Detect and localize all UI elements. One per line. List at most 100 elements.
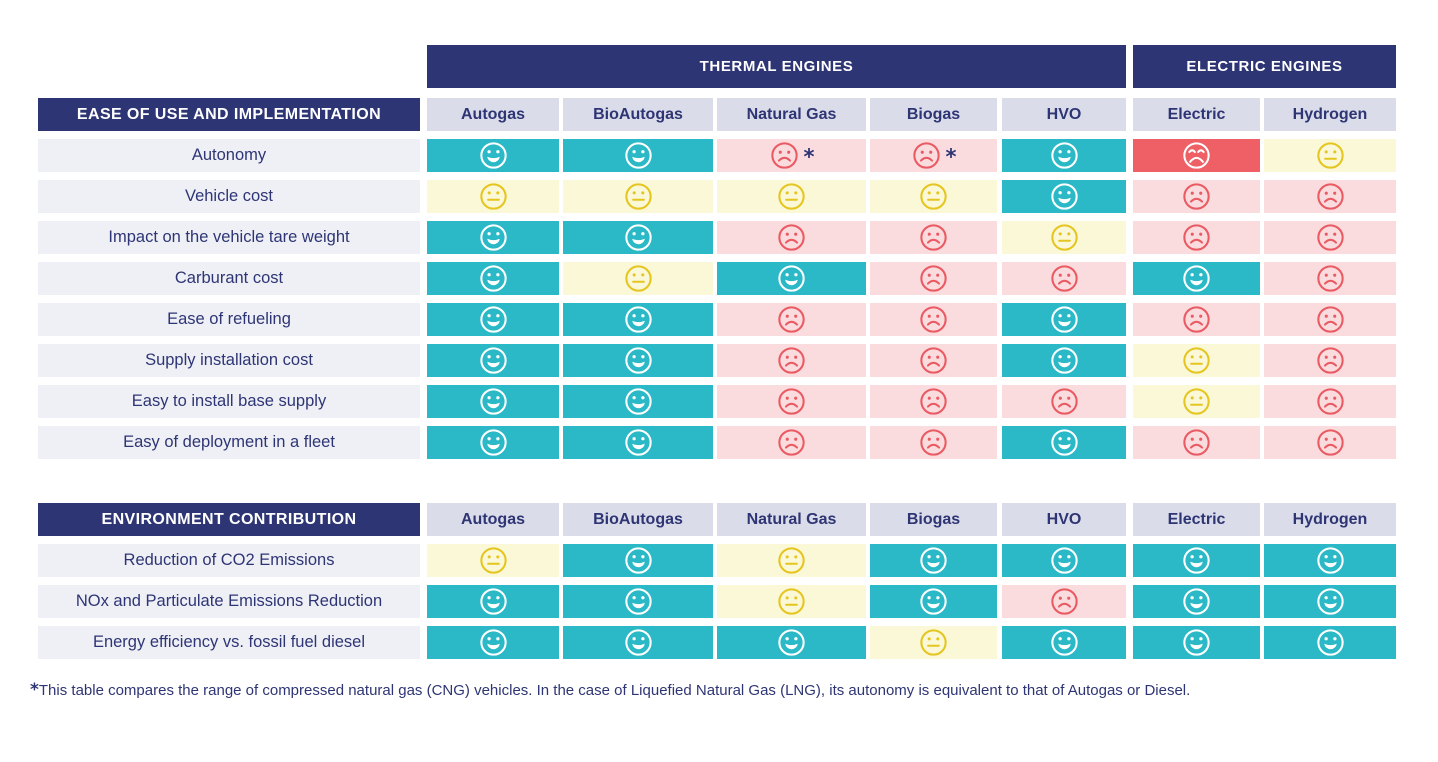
section-title: ENVIRONMENT CONTRIBUTION bbox=[38, 503, 420, 536]
rating-cell bbox=[1133, 180, 1260, 213]
table-row: Autonomy * * bbox=[38, 139, 1396, 172]
rating-cell bbox=[563, 385, 713, 418]
section-header-row: ENVIRONMENT CONTRIBUTION Autogas BioAutoga… bbox=[38, 503, 1396, 536]
table-row: NOx and Particulate Emissions Reduction bbox=[38, 585, 1396, 618]
smiley-sad-icon bbox=[1316, 265, 1344, 292]
smiley-happy-icon bbox=[778, 265, 805, 292]
rating-cell bbox=[1002, 303, 1126, 336]
smiley-happy-icon bbox=[624, 388, 652, 415]
rating-cell bbox=[717, 344, 866, 377]
smiley-sad-icon bbox=[778, 306, 805, 333]
rating-cell bbox=[717, 626, 866, 659]
rating-cell bbox=[717, 585, 866, 618]
table-row: Supply installation cost bbox=[38, 344, 1396, 377]
smiley-sad-icon bbox=[778, 429, 805, 456]
smiley-sad-icon bbox=[920, 265, 947, 292]
rating-cell bbox=[427, 544, 559, 577]
rating-cell bbox=[870, 544, 997, 577]
column-header-biogas: Biogas bbox=[870, 503, 997, 536]
smiley-neutral-icon bbox=[1050, 224, 1078, 251]
rating-cell bbox=[1264, 385, 1396, 418]
rating-cell bbox=[1264, 139, 1396, 172]
smiley-sad-icon bbox=[912, 142, 940, 169]
smiley-happy-icon bbox=[1050, 142, 1078, 169]
table-row: Ease of refueling bbox=[38, 303, 1396, 336]
rating-cell bbox=[1002, 385, 1126, 418]
rating-cell bbox=[1002, 426, 1126, 459]
column-header-biogas: Biogas bbox=[870, 98, 997, 131]
smiley-sad-icon bbox=[920, 347, 947, 374]
table-row: Reduction of CO2 Emissions bbox=[38, 544, 1396, 577]
smiley-neutral-icon bbox=[778, 183, 805, 210]
table-row: Easy to install base supply bbox=[38, 385, 1396, 418]
column-header-natural-gas: Natural Gas bbox=[717, 98, 866, 131]
column-header-electric: Electric bbox=[1133, 98, 1260, 131]
column-header-autogas: Autogas bbox=[427, 98, 559, 131]
rating-cell bbox=[870, 303, 997, 336]
thermal-engines-banner: THERMAL ENGINES bbox=[427, 45, 1126, 88]
smiley-happy-icon bbox=[479, 388, 507, 415]
row-label: Carburant cost bbox=[38, 262, 420, 295]
smiley-neutral-icon bbox=[479, 183, 507, 210]
footnote-asterisk-icon: * bbox=[30, 680, 39, 700]
section-header-row: EASE OF USE AND IMPLEMENTATION Autogas Bio… bbox=[38, 98, 1396, 131]
smiley-sad-icon bbox=[1183, 224, 1210, 251]
smiley-happy-icon bbox=[479, 306, 507, 333]
row-label: Ease of refueling bbox=[38, 303, 420, 336]
smiley-sad-icon bbox=[920, 388, 947, 415]
smiley-happy-icon bbox=[479, 629, 507, 656]
row-label: NOx and Particulate Emissions Reduction bbox=[38, 585, 420, 618]
note-asterisk-icon: * bbox=[945, 145, 957, 169]
rating-cell bbox=[427, 303, 559, 336]
smiley-sad-icon bbox=[1183, 429, 1210, 456]
rating-cell bbox=[870, 626, 997, 659]
smiley-sad-icon bbox=[1316, 388, 1344, 415]
rating-cell bbox=[717, 544, 866, 577]
smiley-neutral-icon bbox=[778, 547, 805, 574]
smiley-happy-icon bbox=[624, 429, 652, 456]
smiley-sad-icon bbox=[1183, 306, 1210, 333]
smiley-happy-icon bbox=[1183, 629, 1210, 656]
table-row: Vehicle cost bbox=[38, 180, 1396, 213]
footnote-text: This table compares the range of compres… bbox=[38, 682, 1191, 699]
rating-cell bbox=[1133, 139, 1260, 172]
smiley-sad-icon bbox=[1183, 183, 1210, 210]
smiley-happy-icon bbox=[624, 588, 652, 615]
rating-cell bbox=[1002, 544, 1126, 577]
row-label: Energy efficiency vs. fossil fuel diesel bbox=[38, 626, 420, 659]
rating-cell bbox=[427, 262, 559, 295]
rating-cell bbox=[427, 180, 559, 213]
rating-cell bbox=[1002, 180, 1126, 213]
rating-cell bbox=[1002, 626, 1126, 659]
smiley-happy-icon bbox=[778, 629, 805, 656]
rating-cell bbox=[1133, 344, 1260, 377]
smiley-happy-icon bbox=[1183, 265, 1210, 292]
smiley-neutral-icon bbox=[479, 547, 507, 574]
rating-cell bbox=[1133, 262, 1260, 295]
column-header-hydrogen: Hydrogen bbox=[1264, 503, 1396, 536]
smiley-sad-icon bbox=[1316, 429, 1344, 456]
rating-cell bbox=[717, 262, 866, 295]
smiley-happy-icon bbox=[624, 547, 652, 574]
rating-cell bbox=[870, 180, 997, 213]
rating-cell bbox=[1002, 262, 1126, 295]
smiley-neutral-icon bbox=[624, 183, 652, 210]
smiley-happy-icon bbox=[479, 265, 507, 292]
rating-cell bbox=[717, 180, 866, 213]
section: ENVIRONMENT CONTRIBUTION Autogas BioAutoga… bbox=[38, 503, 1396, 659]
rating-cell bbox=[1133, 585, 1260, 618]
smiley-happy-icon bbox=[1316, 547, 1344, 574]
rating-cell bbox=[717, 385, 866, 418]
table-row: Energy efficiency vs. fossil fuel diesel bbox=[38, 626, 1396, 659]
rating-cell bbox=[870, 262, 997, 295]
table-row: Impact on the vehicle tare weight bbox=[38, 221, 1396, 254]
smiley-sad-icon bbox=[1316, 306, 1344, 333]
smiley-neutral-icon bbox=[1183, 347, 1210, 374]
smiley-neutral-icon bbox=[920, 183, 947, 210]
rating-cell: * bbox=[717, 139, 866, 172]
rating-cell bbox=[1264, 585, 1396, 618]
smiley-neutral-icon bbox=[920, 629, 947, 656]
rating-cell bbox=[717, 426, 866, 459]
rating-cell: * bbox=[870, 139, 997, 172]
rating-cell bbox=[1264, 344, 1396, 377]
